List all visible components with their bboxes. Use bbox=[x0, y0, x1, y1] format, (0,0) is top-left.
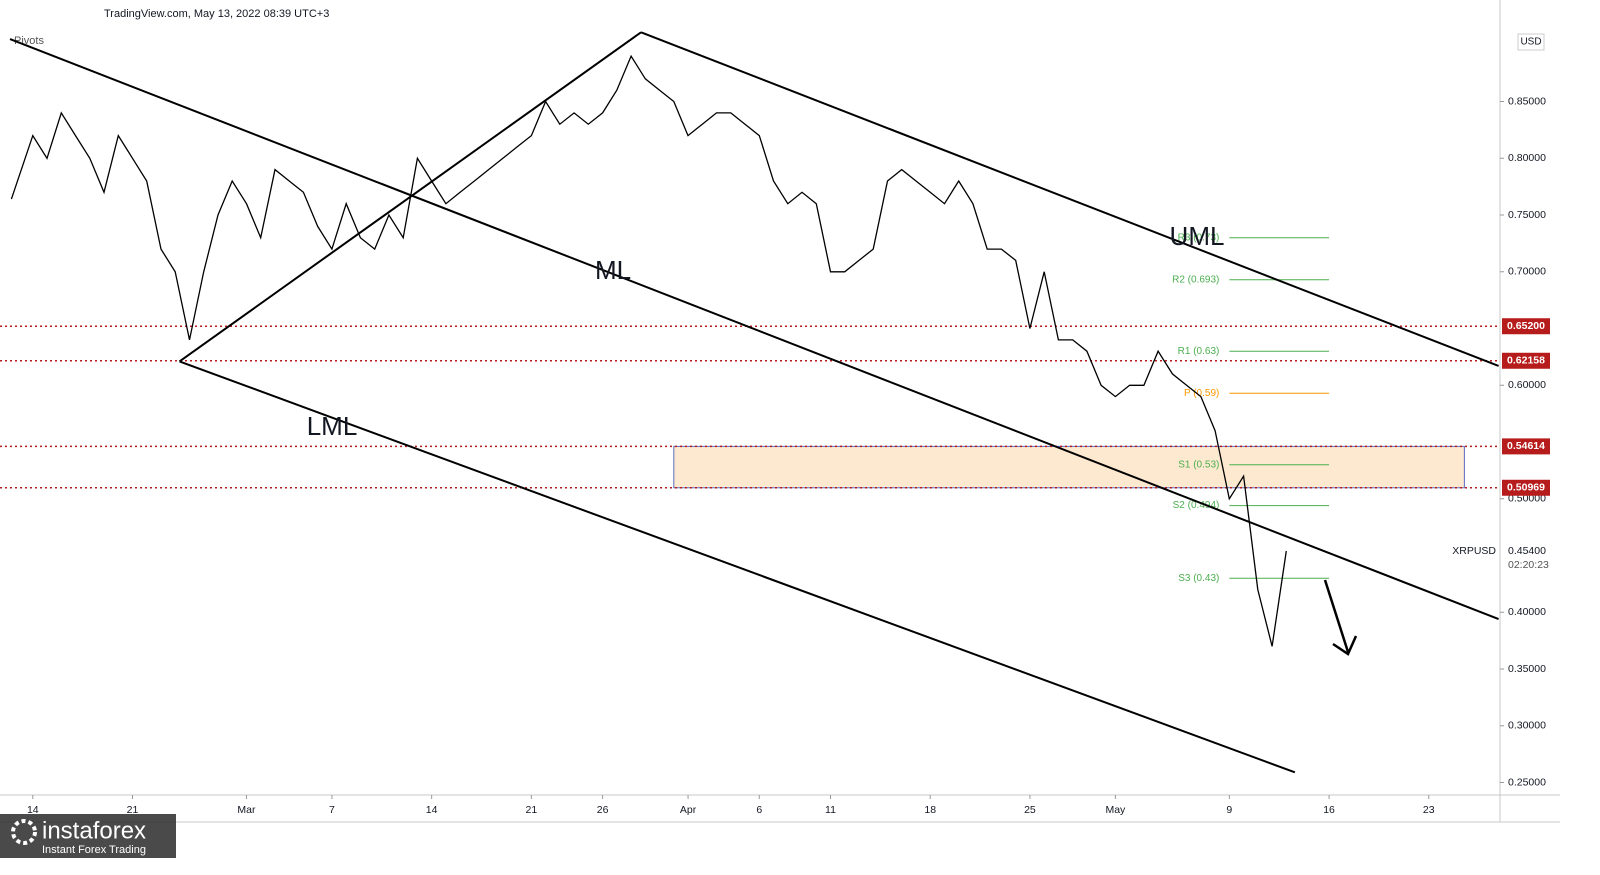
arrow-shaft bbox=[1323, 579, 1350, 653]
header: TradingView.com, May 13, 2022 08:39 UTC+… bbox=[104, 8, 329, 20]
pivot-label: R1 (0.63) bbox=[1178, 346, 1220, 357]
x-tick-label: Mar bbox=[237, 804, 256, 816]
watermark-tagline: Instant Forex Trading bbox=[42, 844, 146, 856]
y-tick-label: 0.30000 bbox=[1508, 720, 1546, 732]
indicator-name: Pivots bbox=[14, 35, 44, 47]
level-label: 0.50969 bbox=[1507, 482, 1545, 494]
y-tick-label: 0.35000 bbox=[1508, 663, 1546, 675]
y-tick-label: 0.75000 bbox=[1508, 209, 1546, 221]
pivot-label: S3 (0.43) bbox=[1178, 573, 1219, 584]
pivot-label: S1 (0.53) bbox=[1178, 459, 1219, 470]
y-tick-label: 0.80000 bbox=[1508, 152, 1546, 164]
plot: 0.250000.300000.350000.400000.500000.600… bbox=[0, 31, 1550, 816]
currency: USD bbox=[1520, 37, 1541, 48]
trendline-label: ML bbox=[595, 255, 631, 285]
x-tick-label: 23 bbox=[1423, 804, 1435, 816]
price-line bbox=[10, 54, 1287, 647]
level-label: 0.62158 bbox=[1507, 355, 1545, 367]
watermark-logo bbox=[11, 819, 37, 845]
trendline bbox=[179, 360, 1296, 774]
x-tick-label: 14 bbox=[426, 804, 438, 816]
supply-zone bbox=[673, 445, 1465, 489]
trendline bbox=[640, 31, 1499, 367]
x-tick-label: 25 bbox=[1024, 804, 1036, 816]
trendline-label: LML bbox=[307, 411, 358, 441]
y-tick-label: 0.40000 bbox=[1508, 606, 1546, 618]
last-price: 0.45400 bbox=[1508, 545, 1546, 557]
x-tick-label: 21 bbox=[526, 804, 538, 816]
trendline bbox=[9, 38, 1499, 621]
pivot-label: R2 (0.693) bbox=[1172, 274, 1219, 285]
watermark: instaforex Instant Forex Trading bbox=[0, 814, 176, 858]
down-arrow bbox=[1323, 579, 1358, 656]
x-tick-label: 26 bbox=[597, 804, 609, 816]
x-tick-label: 14 bbox=[27, 804, 39, 816]
pivot-label: R3 (0.73) bbox=[1178, 232, 1220, 243]
x-tick-label: 9 bbox=[1226, 804, 1232, 816]
watermark-brand: instaforex bbox=[42, 817, 146, 844]
y-tick-label: 0.70000 bbox=[1508, 266, 1546, 278]
y-tick-label: 0.25000 bbox=[1508, 776, 1546, 788]
pivot-label: P (0.59) bbox=[1184, 388, 1219, 399]
level-tag bbox=[1502, 479, 1550, 496]
level-tag bbox=[1502, 438, 1550, 455]
level-label: 0.54614 bbox=[1507, 440, 1545, 452]
pivot-label: S2 (0.494) bbox=[1173, 500, 1220, 511]
x-tick-label: 16 bbox=[1323, 804, 1335, 816]
countdown: 02:20:23 bbox=[1508, 559, 1549, 571]
symbol-label: XRPUSD bbox=[1452, 545, 1496, 557]
arrow-head bbox=[1332, 635, 1358, 656]
x-tick-label: 11 bbox=[825, 804, 836, 816]
currency-box bbox=[1517, 33, 1545, 51]
y-tick-label: 0.85000 bbox=[1508, 95, 1546, 107]
y-tick-label: 0.60000 bbox=[1508, 379, 1546, 391]
x-tick-label: 6 bbox=[756, 804, 762, 816]
level-tag bbox=[1502, 352, 1550, 369]
level-label: 0.65200 bbox=[1507, 320, 1545, 332]
x-tick-label: 18 bbox=[924, 804, 936, 816]
x-tick-label: May bbox=[1105, 804, 1126, 816]
level-tag bbox=[1502, 318, 1550, 335]
x-tick-label: 21 bbox=[127, 804, 139, 816]
x-tick-label: 7 bbox=[329, 804, 335, 816]
trendline-label: UML bbox=[1170, 221, 1225, 251]
x-tick-label: Apr bbox=[680, 804, 697, 816]
